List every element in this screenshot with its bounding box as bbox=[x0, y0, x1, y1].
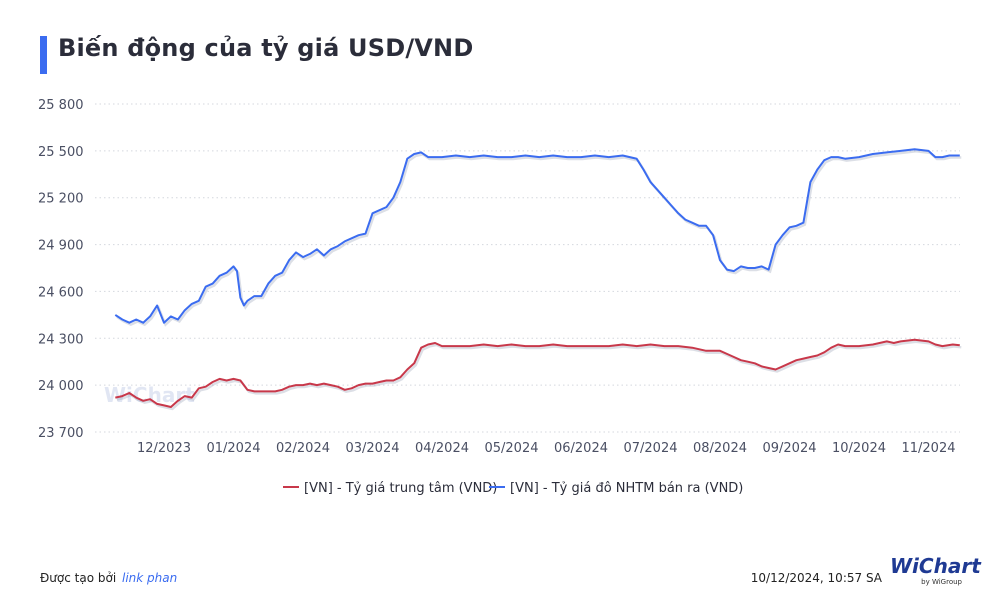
footer-created-by: Được tạo bởi bbox=[40, 571, 117, 585]
footer-timestamp: 10/12/2024, 10:57 SA bbox=[750, 571, 882, 585]
x-tick-label: 09/2024 bbox=[762, 441, 816, 456]
x-tick-label: 08/2024 bbox=[693, 441, 747, 456]
x-tick-label: 04/2024 bbox=[415, 441, 469, 456]
y-tick-label: 24 000 bbox=[38, 379, 84, 394]
brand-sub: by WiGroup bbox=[921, 578, 962, 586]
chart-title: Biến động của tỷ giá USD/VND bbox=[58, 34, 474, 62]
footer-author-link[interactable]: link phan bbox=[122, 571, 178, 585]
y-tick-label: 25 200 bbox=[38, 192, 84, 207]
legend-item-bank-rate[interactable]: [VN] - Tỷ giá đô NHTM bán ra (VND) bbox=[510, 481, 743, 496]
x-tick-label: 07/2024 bbox=[623, 441, 677, 456]
x-tick-label: 11/2024 bbox=[901, 441, 955, 456]
series-shadow bbox=[116, 340, 962, 411]
brand-name: WiChart bbox=[890, 554, 981, 578]
x-tick-label: 01/2024 bbox=[206, 441, 260, 456]
y-tick-label: 24 900 bbox=[38, 239, 84, 254]
watermark: WiChart bbox=[104, 383, 195, 407]
y-tick-label: 25 500 bbox=[38, 145, 84, 160]
series-line-central-rate bbox=[115, 338, 960, 408]
x-axis: 12/2023 01/2024 02/2024 03/2024 04/2024 05/20… bbox=[137, 441, 956, 456]
series-shadow bbox=[116, 150, 962, 327]
legend-item-central-rate[interactable]: [VN] - Tỷ giá trung tâm (VND) bbox=[304, 481, 497, 496]
x-tick-label: 10/2024 bbox=[832, 441, 886, 456]
title-accent-bar bbox=[40, 36, 47, 74]
x-tick-label: 02/2024 bbox=[276, 441, 330, 456]
y-tick-label: 24 300 bbox=[38, 332, 84, 347]
brand-logo: WiChart by WiGroup bbox=[890, 554, 981, 588]
x-tick-label: 05/2024 bbox=[484, 441, 538, 456]
grid-lines bbox=[95, 103, 960, 433]
x-tick-label: 12/2023 bbox=[137, 441, 191, 456]
x-tick-label: 03/2024 bbox=[345, 441, 399, 456]
y-tick-label: 24 600 bbox=[38, 285, 84, 300]
legend: [VN] - Tỷ giá trung tâm (VND) [VN] - Tỷ g… bbox=[283, 481, 743, 496]
series-line-bank-rate bbox=[114, 148, 960, 324]
x-tick-label: 06/2024 bbox=[554, 441, 608, 456]
y-axis: 23 700 24 000 24 300 24 600 24 900 25 200 25 5… bbox=[38, 98, 84, 441]
y-tick-label: 25 800 bbox=[38, 98, 84, 113]
series-lines bbox=[114, 148, 962, 411]
y-tick-label: 23 700 bbox=[38, 426, 84, 441]
